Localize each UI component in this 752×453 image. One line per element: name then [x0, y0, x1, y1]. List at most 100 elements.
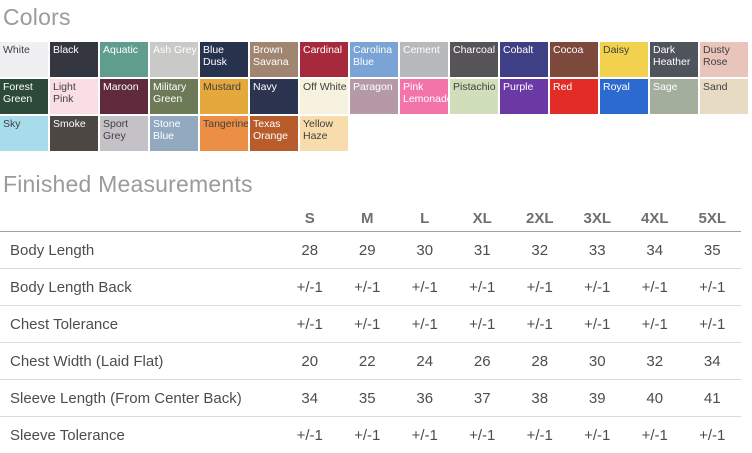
color-swatch-label: Military Green [153, 81, 186, 105]
color-swatch-aquatic[interactable]: Aquatic [100, 42, 148, 77]
size-header-5xl: 5XL [684, 205, 742, 232]
color-swatch-blue-dusk[interactable]: Blue Dusk [200, 42, 248, 77]
color-swatch-pink-lemonade[interactable]: Pink Lemonade [400, 79, 448, 114]
size-header-2xl: 2XL [511, 205, 569, 232]
color-swatch-label: Cardinal [303, 44, 342, 56]
measurement-value: +/-1 [626, 417, 684, 453]
measurement-value: +/-1 [569, 417, 627, 453]
color-swatch-red[interactable]: Red [550, 79, 598, 114]
color-swatch-label: Red [553, 81, 572, 93]
measurement-row-label: Sleeve Tolerance [0, 417, 281, 453]
color-swatch-ash-grey[interactable]: Ash Grey [150, 42, 198, 77]
color-swatch-label: Sage [653, 81, 678, 93]
color-swatch-cement[interactable]: Cement [400, 42, 448, 77]
color-swatch-dusty-rose[interactable]: Dusty Rose [700, 42, 748, 77]
measurement-value: +/-1 [396, 417, 454, 453]
color-swatch-label: Sand [703, 81, 728, 93]
measurement-value: +/-1 [454, 417, 512, 453]
measurement-row-label: Body Length [0, 232, 281, 269]
color-swatch-black[interactable]: Black [50, 42, 98, 77]
color-swatch-label: Navy [253, 81, 277, 93]
color-swatch-label: Blue Dusk [203, 44, 227, 68]
measurement-value: +/-1 [281, 306, 339, 343]
color-swatch-label: Cobalt [503, 44, 533, 56]
color-swatch-label: Brown Savana [253, 44, 289, 68]
color-swatch-label: Mustard [203, 81, 241, 93]
color-swatch-forest-green[interactable]: Forest Green [0, 79, 48, 114]
color-swatch-label: Aquatic [103, 44, 138, 56]
size-header-xl: XL [454, 205, 512, 232]
size-header-m: M [339, 205, 397, 232]
color-swatch-charcoal[interactable]: Charcoal [450, 42, 498, 77]
color-swatch-cardinal[interactable]: Cardinal [300, 42, 348, 77]
color-swatch-light-pink[interactable]: Light Pink [50, 79, 98, 114]
measurement-value: +/-1 [626, 269, 684, 306]
color-swatch-smoke[interactable]: Smoke [50, 116, 98, 151]
color-swatch-sport-grey[interactable]: Sport Grey [100, 116, 148, 151]
color-swatch-label: Daisy [603, 44, 629, 56]
color-swatch-label: White [3, 44, 30, 56]
measurement-value: 37 [454, 380, 512, 417]
color-swatch-sage[interactable]: Sage [650, 79, 698, 114]
measurement-value: 24 [396, 343, 454, 380]
color-swatch-maroon[interactable]: Maroon [100, 79, 148, 114]
measurement-value: 34 [626, 232, 684, 269]
color-swatch-brown-savana[interactable]: Brown Savana [250, 42, 298, 77]
color-swatch-label: Pink Lemonade [403, 81, 448, 105]
measurement-value: +/-1 [569, 306, 627, 343]
measurement-value: +/-1 [511, 269, 569, 306]
measurement-value: 30 [396, 232, 454, 269]
measurement-value: 31 [454, 232, 512, 269]
measurement-value: +/-1 [684, 269, 742, 306]
color-swatch-label: Stone Blue [153, 118, 180, 142]
color-swatch-royal[interactable]: Royal [600, 79, 648, 114]
measurement-row: Chest Tolerance+/-1+/-1+/-1+/-1+/-1+/-1+… [0, 306, 741, 343]
measurement-value: +/-1 [569, 269, 627, 306]
color-swatch-off-white[interactable]: Off White [300, 79, 348, 114]
color-swatch-label: Paragon [353, 81, 393, 93]
measurement-value: +/-1 [281, 269, 339, 306]
color-swatch-yellow-haze[interactable]: Yellow Haze [300, 116, 348, 151]
measurement-row: Sleeve Tolerance+/-1+/-1+/-1+/-1+/-1+/-1… [0, 417, 741, 453]
measurement-value: +/-1 [684, 306, 742, 343]
color-swatch-daisy[interactable]: Daisy [600, 42, 648, 77]
color-swatch-label: Carolina Blue [353, 44, 392, 68]
measurement-value: 34 [684, 343, 742, 380]
color-swatch-label: Royal [603, 81, 630, 93]
measurement-value: 35 [339, 380, 397, 417]
measurements-section-title: Finished Measurements [0, 171, 752, 198]
color-swatch-stone-blue[interactable]: Stone Blue [150, 116, 198, 151]
color-swatch-paragon[interactable]: Paragon [350, 79, 398, 114]
color-swatch-dark-heather[interactable]: Dark Heather [650, 42, 698, 77]
color-swatch-label: Pistachio [453, 81, 496, 93]
color-swatch-label: Smoke [53, 118, 86, 130]
color-swatch-sky[interactable]: Sky [0, 116, 48, 151]
measurement-value: +/-1 [454, 306, 512, 343]
color-swatch-label: Texas Orange [253, 118, 288, 142]
measurement-value: 34 [281, 380, 339, 417]
color-swatch-purple[interactable]: Purple [500, 79, 548, 114]
measurement-value: 20 [281, 343, 339, 380]
measurement-value: 32 [626, 343, 684, 380]
size-header-l: L [396, 205, 454, 232]
color-swatch-white[interactable]: White [0, 42, 48, 77]
measurement-value: +/-1 [511, 417, 569, 453]
color-swatch-tangerine[interactable]: Tangerine [200, 116, 248, 151]
measurement-value: 32 [511, 232, 569, 269]
size-header-s: S [281, 205, 339, 232]
color-swatch-texas-orange[interactable]: Texas Orange [250, 116, 298, 151]
color-swatch-sand[interactable]: Sand [700, 79, 748, 114]
color-swatch-label: Ash Grey [153, 44, 197, 56]
color-swatch-cocoa[interactable]: Cocoa [550, 42, 598, 77]
color-swatch-mustard[interactable]: Mustard [200, 79, 248, 114]
color-swatch-navy[interactable]: Navy [250, 79, 298, 114]
color-swatch-carolina-blue[interactable]: Carolina Blue [350, 42, 398, 77]
color-swatch-label: Charcoal [453, 44, 495, 56]
color-swatch-military-green[interactable]: Military Green [150, 79, 198, 114]
measurement-value: +/-1 [454, 269, 512, 306]
color-swatch-cobalt[interactable]: Cobalt [500, 42, 548, 77]
color-swatch-pistachio[interactable]: Pistachio [450, 79, 498, 114]
